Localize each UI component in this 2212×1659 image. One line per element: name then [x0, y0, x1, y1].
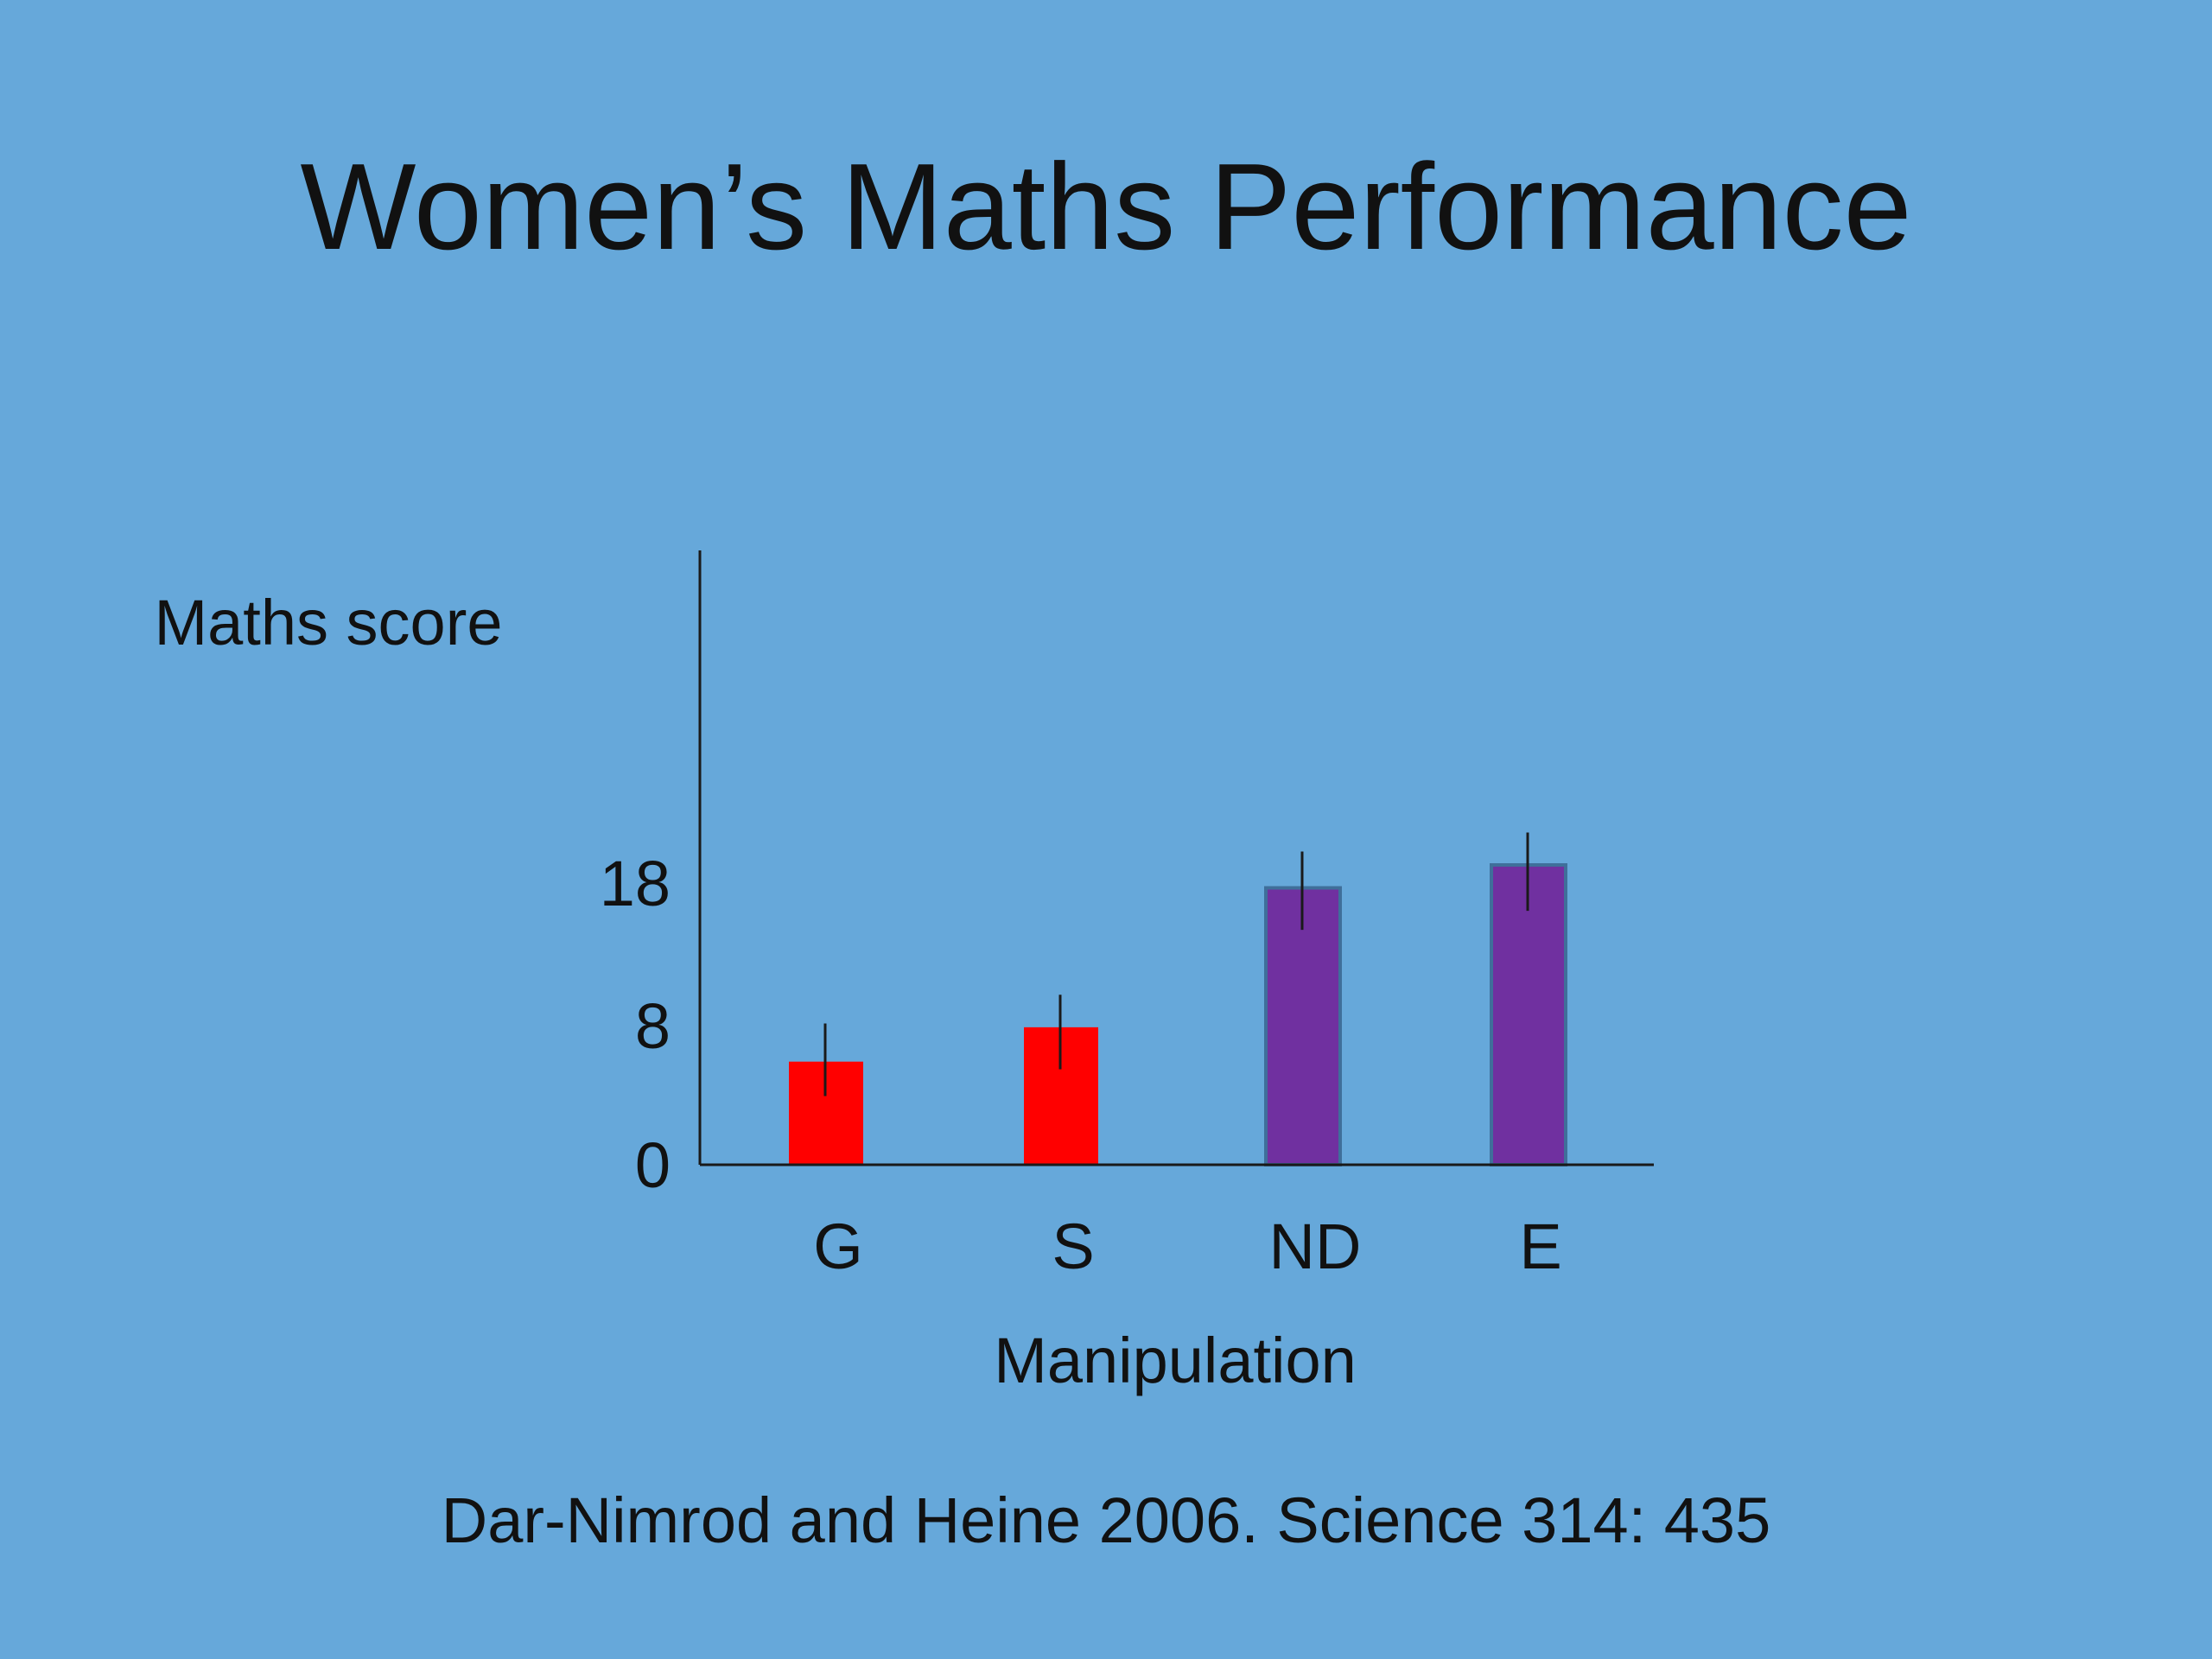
citation: Dar-Nimrod and Heine 2006. Science 314: …	[441, 1484, 1771, 1556]
x-axis-title: Manipulation	[994, 1325, 1357, 1396]
y-tick-label: 0	[635, 1129, 671, 1201]
x-tick-label-nd: ND	[1269, 1211, 1362, 1282]
x-tick-label-g: G	[813, 1211, 863, 1282]
y-axis-title: Maths score	[154, 587, 502, 658]
y-tick-label: 18	[600, 848, 671, 919]
slide-title: Women’s Maths Performance	[300, 138, 1912, 276]
y-tick-label: 8	[635, 990, 671, 1062]
x-tick-label-s: S	[1052, 1211, 1094, 1282]
x-tick-label-e: E	[1519, 1211, 1561, 1282]
